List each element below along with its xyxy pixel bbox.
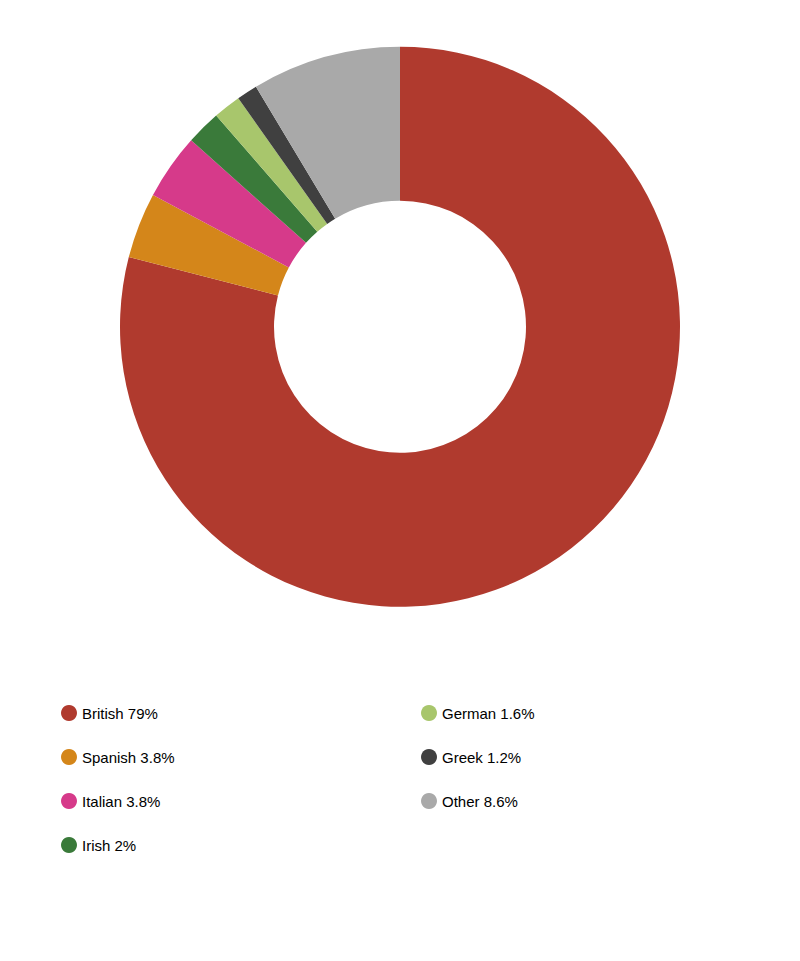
svg-text:Other 8.6%: Other 8.6% xyxy=(442,793,518,810)
svg-text:Italian 3.8%: Italian 3.8% xyxy=(82,793,160,810)
svg-text:German 1.6%: German 1.6% xyxy=(442,705,535,722)
svg-text:Greek 1.2%: Greek 1.2% xyxy=(442,749,521,766)
svg-text:Spanish 3.8%: Spanish 3.8% xyxy=(82,749,175,766)
svg-text:British 79%: British 79% xyxy=(82,705,158,722)
svg-text:Irish 2%: Irish 2% xyxy=(82,837,136,854)
